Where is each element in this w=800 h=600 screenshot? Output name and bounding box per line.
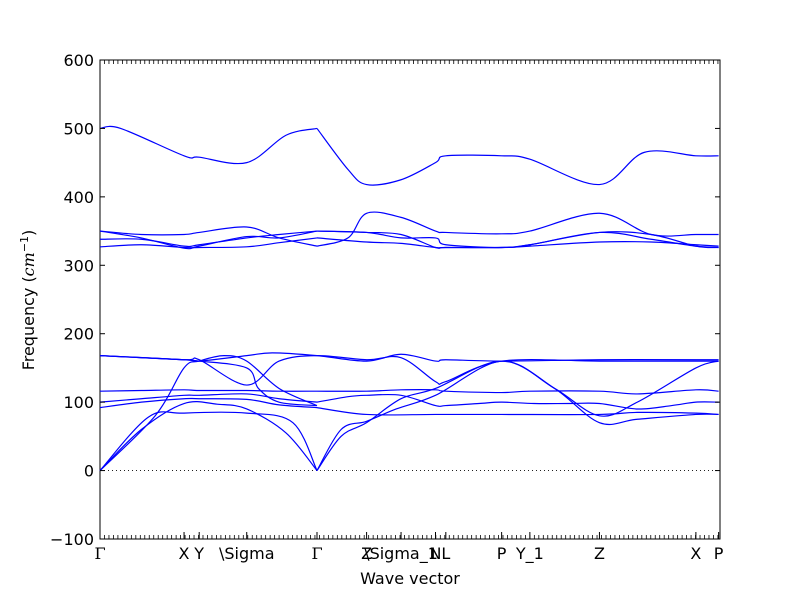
q-point-label: Y_1 — [515, 544, 544, 564]
x-axis-label: Wave vector — [360, 569, 460, 588]
phonon-branch-10 — [316, 389, 719, 395]
phonon-branch-2 — [99, 411, 318, 471]
plot-area — [99, 59, 721, 540]
q-point-label: L — [441, 544, 450, 563]
q-point-label: \Sigma_1 — [364, 544, 438, 564]
phonon-branch-15 — [99, 237, 318, 249]
q-point-label: Γ — [94, 544, 105, 563]
phonon-branch-7 — [99, 393, 318, 403]
q-point-label: P — [714, 544, 724, 563]
phonon-branch-11 — [99, 355, 318, 471]
axes-frame — [99, 59, 721, 540]
q-point-label: Z — [361, 544, 372, 563]
phonon-branch-5 — [99, 397, 318, 409]
y-ticks: −100 0 100 200 300 400 500 600 — [50, 51, 720, 549]
series-layer — [99, 125, 719, 471]
y-tick-label: 400 — [63, 188, 94, 207]
y-axis-label: Frequency (cm−1) — [18, 230, 39, 371]
q-point-label: Z — [594, 544, 605, 563]
q-point-label: P — [497, 544, 507, 563]
y-tick-label: 200 — [63, 325, 94, 344]
phonon-branch-21 — [99, 226, 318, 247]
phonon-branch-20 — [316, 230, 719, 249]
y-tick-label: 600 — [63, 51, 94, 70]
phonon-branch-6 — [316, 407, 719, 416]
phonon-branch-3 — [316, 360, 719, 471]
q-point-label: \Sigma — [219, 544, 275, 563]
phonon-branch-23 — [99, 125, 318, 165]
y-tick-label: −100 — [50, 530, 94, 549]
phonon-branch-13 — [99, 352, 719, 362]
q-point-label: X — [690, 544, 701, 563]
q-point-label: X — [179, 544, 190, 563]
q-point-label: N — [430, 544, 442, 563]
phonon-branch-22 — [316, 211, 719, 247]
y-tick-label: 100 — [63, 393, 94, 412]
y-tick-label: 0 — [84, 462, 94, 481]
q-point-label: Y — [193, 544, 204, 563]
y-tick-label: 300 — [63, 256, 94, 275]
x-ticks: Γ X Y \Sigma Γ Z\Sigma_1N L P Y_1 Z X P — [94, 60, 724, 564]
phonon-branch-8 — [316, 393, 719, 410]
q-point-label: Γ — [311, 544, 322, 563]
y-tick-label: 500 — [63, 119, 94, 138]
phonon-branch-14 — [99, 355, 719, 386]
phonon-branch-9 — [99, 389, 318, 392]
phonon-branch-1 — [99, 401, 318, 471]
phonon-branch-17 — [99, 230, 318, 248]
phonon-branch-12 — [99, 355, 318, 407]
phonon-branch-24 — [316, 128, 719, 186]
